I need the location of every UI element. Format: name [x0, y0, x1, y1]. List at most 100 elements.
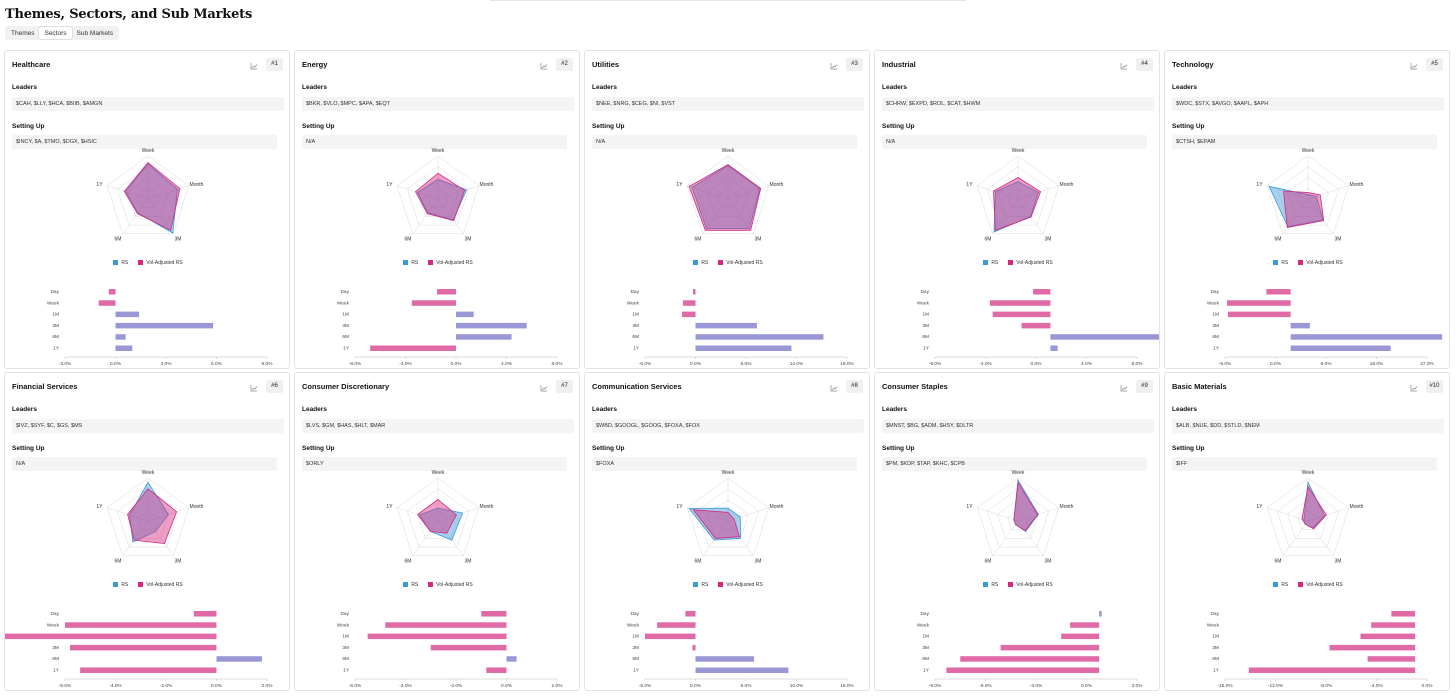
bar-category-label: Week [627, 622, 640, 628]
legend-item-rs[interactable]: RS [983, 582, 998, 588]
chart-icon[interactable] [1118, 59, 1130, 71]
legend-swatch-rs [983, 260, 989, 265]
chart-icon[interactable] [538, 59, 550, 71]
bar-1m [1360, 633, 1416, 640]
legend-item-rs[interactable]: RS [1273, 582, 1288, 588]
bar-1y [115, 345, 133, 351]
radar-axis-label: 3M [1335, 237, 1342, 243]
bar-category-label: 1Y [53, 346, 60, 352]
legend-label-vol-adjusted: Vol-Adjusted RS [436, 260, 473, 266]
bar-tick-label: -16.0% [1217, 683, 1233, 689]
tab-sub-markets[interactable]: Sub Markets [76, 30, 114, 37]
bar-week [989, 300, 1051, 306]
radar-grid-ring [407, 488, 469, 548]
bar-category-label: 3M [342, 323, 349, 329]
radar-axis-label: Week [1012, 470, 1025, 476]
leaders-tickers: $WBD, $GOOGL, $GOOG, $FOXA, $FOX [592, 419, 864, 433]
radar-series-vol-adjusted [127, 488, 178, 545]
chart-icon[interactable] [1408, 381, 1420, 393]
legend-swatch-vol-adjusted [718, 260, 724, 265]
rank-badge: #4 [1136, 58, 1153, 71]
radar-axis-label: 1Y [676, 504, 683, 510]
chart-icon[interactable] [1118, 381, 1130, 393]
legend-item-vol-adjusted[interactable]: Vol-Adjusted RS [1298, 582, 1343, 588]
bar-category-label: 3M [922, 645, 929, 651]
legend-item-vol-adjusted[interactable]: Vol-Adjusted RS [1008, 582, 1053, 588]
legend-swatch-vol-adjusted [1008, 582, 1014, 587]
radar-series-rs [691, 165, 761, 229]
bar-tick-label: 0.0% [1422, 683, 1434, 689]
bar-tick-label: -6.0% [349, 683, 362, 689]
legend-item-vol-adjusted[interactable]: Vol-Adjusted RS [428, 260, 473, 266]
sector-title: Financial Services [12, 382, 78, 391]
radar-axis-label: Week [142, 148, 155, 154]
bar-tick-label: 18.0% [840, 361, 854, 367]
chart-icon[interactable] [828, 381, 840, 393]
rank-badge: #7 [556, 380, 573, 393]
bar-1y [1290, 345, 1391, 351]
bar-category-label: 1Y [1213, 346, 1220, 352]
legend-label-vol-adjusted: Vol-Adjusted RS [1016, 260, 1053, 266]
legend-item-vol-adjusted[interactable]: Vol-Adjusted RS [718, 260, 763, 266]
rank-badge: #1 [266, 58, 283, 71]
legend-item-rs[interactable]: RS [113, 260, 128, 266]
chart-legend: RS Vol-Adjusted RS [1165, 260, 1449, 266]
radar-axis-label: Month [480, 182, 494, 188]
legend-swatch-vol-adjusted [1298, 582, 1304, 587]
tab-sectors[interactable]: Sectors [39, 27, 72, 39]
bar-category-label: 1M [922, 634, 929, 640]
legend-item-rs[interactable]: RS [403, 260, 418, 266]
sector-card: Technology #5 Leaders $WDC, $STX, $AVGO, $A… [1164, 50, 1450, 369]
chart-icon[interactable] [248, 381, 260, 393]
legend-item-vol-adjusted[interactable]: Vol-Adjusted RS [138, 582, 183, 588]
radar-spoke [702, 198, 729, 234]
leaders-tickers: $WDC, $STX, $AVGO, $AAPL, $APH [1172, 97, 1444, 111]
legend-label-vol-adjusted: Vol-Adjusted RS [1306, 260, 1343, 266]
bar-tick-label: -8.0% [929, 361, 942, 367]
bar-category-label: 6M [342, 334, 349, 340]
bar-tick-label: 0.0% [451, 361, 463, 367]
radar-grid-ring [117, 166, 179, 226]
radar-series-vol-adjusted [1013, 481, 1039, 532]
bar-1y [695, 345, 792, 351]
chart-icon[interactable] [828, 59, 840, 71]
chart-icon[interactable] [538, 381, 550, 393]
radar-axis-label: Week [722, 148, 735, 154]
legend-item-rs[interactable]: RS [1273, 260, 1288, 266]
bar-tick-label: 15.0% [840, 683, 854, 689]
radar-spoke [687, 185, 729, 200]
legend-item-rs[interactable]: RS [693, 260, 708, 266]
legend-item-rs[interactable]: RS [403, 582, 418, 588]
legend-swatch-rs [1273, 582, 1279, 587]
bar-tick-label: 2.0% [552, 683, 564, 689]
chart-icon[interactable] [248, 59, 260, 71]
bar-week [1227, 300, 1291, 306]
leaders-tickers: $CHRW, $EXPD, $ROL, $CAT, $HWM [882, 97, 1154, 111]
bar-6m [216, 656, 262, 662]
radar-series-rs [417, 179, 468, 221]
leaders-label: Leaders [302, 406, 327, 413]
setting-up-label: Setting Up [882, 445, 915, 452]
radar-grid-ring [427, 187, 449, 208]
radar-series-vol-adjusted [414, 172, 466, 222]
radar-spoke [727, 198, 754, 234]
legend-item-rs[interactable]: RS [113, 582, 128, 588]
chart-icon[interactable] [1408, 59, 1420, 71]
radar-series-rs [1268, 185, 1324, 228]
bar-category-label: 6M [1212, 656, 1219, 662]
legend-item-rs[interactable]: RS [983, 260, 998, 266]
legend-item-vol-adjusted[interactable]: Vol-Adjusted RS [718, 582, 763, 588]
radar-grid-ring [106, 477, 190, 557]
tab-themes[interactable]: Themes [11, 30, 35, 37]
radar-axis-label: Week [1302, 470, 1315, 476]
radar-grid-ring [1287, 177, 1329, 217]
legend-item-vol-adjusted[interactable]: Vol-Adjusted RS [428, 582, 473, 588]
bar-category-label: 1M [342, 312, 349, 318]
legend-item-vol-adjusted[interactable]: Vol-Adjusted RS [1298, 260, 1343, 266]
legend-item-vol-adjusted[interactable]: Vol-Adjusted RS [1008, 260, 1053, 266]
legend-item-vol-adjusted[interactable]: Vol-Adjusted RS [138, 260, 183, 266]
bar-day [692, 289, 696, 295]
legend-item-rs[interactable]: RS [693, 582, 708, 588]
bar-category-label: 1M [52, 312, 59, 318]
